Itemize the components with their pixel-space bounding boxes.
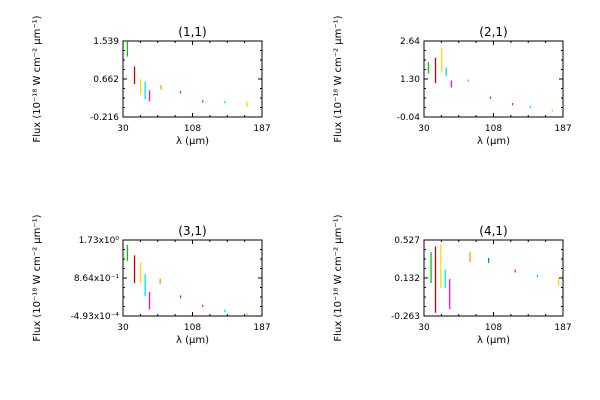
x-axis-label: λ (μm): [477, 136, 510, 147]
x-tick-label: 30: [418, 124, 430, 134]
y-tick-label: 8.64x10⁻¹: [74, 274, 120, 284]
y-tick-label: 1.539: [93, 37, 119, 47]
x-tick-label: 187: [253, 323, 270, 333]
y-axis-label: Flux (10⁻¹⁸ W cm⁻² μm⁻¹): [32, 15, 43, 142]
y-tick-label: -4.93x10⁻⁴: [71, 312, 120, 322]
chart-title: (1,1): [178, 25, 206, 39]
plot-frame: [423, 40, 564, 118]
x-tick-label: 30: [418, 323, 430, 333]
x-tick-label: 108: [184, 323, 201, 333]
x-axis-label: λ (μm): [176, 136, 209, 147]
y-tick-label: 1.30: [400, 75, 420, 85]
y-tick-label: 0.132: [394, 274, 420, 284]
chart-title: (2,1): [479, 25, 507, 39]
x-tick-label: 187: [554, 124, 571, 134]
x-tick-label: 187: [554, 323, 571, 333]
chart-title: (4,1): [479, 224, 507, 238]
y-tick-label: -0.263: [391, 312, 420, 322]
y-tick-label: 0.527: [394, 236, 420, 246]
plot-frame: [122, 239, 263, 317]
x-axis-label: λ (μm): [477, 335, 510, 346]
y-axis-label: Flux (10⁻¹⁸ W cm⁻² μm⁻¹): [32, 214, 43, 341]
y-tick-label: 2.64: [400, 37, 420, 47]
x-tick-label: 30: [117, 124, 129, 134]
x-tick-label: 108: [485, 124, 502, 134]
x-tick-label: 187: [253, 124, 270, 134]
subplot-2: (2,1) 30 108 187 -0.04 1.30 2.64 λ (μm) Flux (10…: [333, 15, 572, 147]
subplot-3: (3,1) 30 108 187 -4.93x10⁻⁴ 8.64x10⁻¹ 1.73x10⁰…: [32, 214, 271, 346]
subplot-1: (1,1) 30 108 187 -0.216 0.662 1.539 λ (μm) Flux …: [32, 15, 271, 147]
y-tick-label: 0.662: [93, 75, 119, 85]
y-axis-label: Flux (10⁻¹⁸ W cm⁻² μm⁻¹): [333, 15, 344, 142]
y-tick-label: 1.73x10⁰: [79, 236, 120, 246]
x-axis-label: λ (μm): [176, 335, 209, 346]
y-axis-label: Flux (10⁻¹⁸ W cm⁻² μm⁻¹): [333, 214, 344, 341]
plot-frame: [122, 40, 263, 118]
y-tick-label: -0.216: [90, 113, 119, 123]
x-tick-label: 30: [117, 323, 129, 333]
chart-title: (3,1): [178, 224, 206, 238]
x-tick-label: 108: [485, 323, 502, 333]
y-tick-label: -0.04: [397, 113, 421, 123]
x-tick-label: 108: [184, 124, 201, 134]
subplot-4: (4,1) 30 108 187 -0.263 0.132 0.527 λ (μm) Flux …: [333, 214, 572, 346]
